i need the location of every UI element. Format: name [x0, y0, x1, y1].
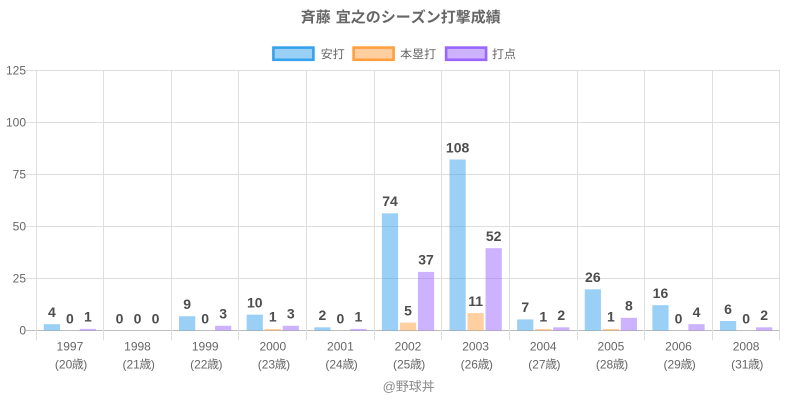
svg-text:7: 7 — [521, 299, 529, 315]
svg-text:2006: 2006 — [665, 340, 692, 354]
svg-text:): ) — [624, 357, 628, 371]
svg-text:4: 4 — [48, 304, 56, 320]
svg-text:3: 3 — [219, 306, 227, 322]
svg-text:@: @ — [383, 379, 396, 394]
svg-text:108: 108 — [446, 139, 470, 155]
svg-text:74: 74 — [382, 193, 398, 209]
svg-text:): ) — [83, 357, 87, 371]
svg-text:25: 25 — [13, 271, 27, 285]
svg-text:2: 2 — [557, 307, 565, 323]
svg-text:9: 9 — [183, 296, 191, 312]
svg-text:37: 37 — [418, 252, 434, 268]
svg-text:2: 2 — [318, 307, 326, 323]
svg-text:1998: 1998 — [124, 340, 151, 354]
svg-text:0: 0 — [675, 310, 683, 326]
svg-text:52: 52 — [486, 228, 502, 244]
svg-text:): ) — [354, 357, 358, 371]
svg-text:1: 1 — [269, 309, 277, 325]
svg-text:(21: (21 — [123, 357, 141, 371]
svg-text:(29: (29 — [663, 357, 681, 371]
svg-text:75: 75 — [13, 167, 27, 181]
svg-text:(20: (20 — [55, 357, 73, 371]
svg-text:(28: (28 — [596, 357, 614, 371]
svg-text:10: 10 — [247, 295, 263, 311]
svg-text:2008: 2008 — [733, 340, 760, 354]
svg-text:125: 125 — [6, 63, 26, 77]
svg-text:0: 0 — [19, 323, 26, 337]
svg-text:): ) — [421, 357, 425, 371]
svg-text:1: 1 — [539, 309, 547, 325]
svg-text:(22: (22 — [190, 357, 208, 371]
svg-text:2003: 2003 — [462, 340, 489, 354]
svg-text:(26: (26 — [461, 357, 479, 371]
svg-text:): ) — [489, 357, 493, 371]
svg-text:(24: (24 — [325, 357, 343, 371]
svg-text:8: 8 — [625, 298, 633, 314]
svg-text:2000: 2000 — [259, 340, 286, 354]
svg-text:5: 5 — [404, 302, 412, 318]
svg-text:1999: 1999 — [192, 340, 219, 354]
svg-text:): ) — [759, 357, 763, 371]
svg-text:4: 4 — [693, 304, 701, 320]
svg-text:3: 3 — [287, 306, 295, 322]
svg-text:16: 16 — [653, 285, 669, 301]
svg-text:(31: (31 — [731, 357, 749, 371]
svg-text:): ) — [151, 357, 155, 371]
svg-text:(27: (27 — [528, 357, 546, 371]
svg-text:0: 0 — [116, 310, 124, 326]
svg-text:100: 100 — [6, 115, 26, 129]
svg-text:2002: 2002 — [395, 340, 422, 354]
svg-text:): ) — [557, 357, 561, 371]
svg-text:1997: 1997 — [57, 340, 84, 354]
svg-text:2005: 2005 — [598, 340, 625, 354]
svg-text:1: 1 — [607, 309, 615, 325]
svg-text:0: 0 — [201, 310, 209, 326]
svg-text:(25: (25 — [393, 357, 411, 371]
svg-text:2001: 2001 — [327, 340, 354, 354]
svg-text:50: 50 — [13, 219, 27, 233]
svg-text:0: 0 — [336, 310, 344, 326]
svg-text:6: 6 — [724, 301, 732, 317]
svg-text:): ) — [286, 357, 290, 371]
svg-text:2: 2 — [760, 307, 768, 323]
svg-text:0: 0 — [742, 310, 750, 326]
svg-text:(23: (23 — [258, 357, 276, 371]
svg-text:0: 0 — [134, 310, 142, 326]
svg-text:11: 11 — [468, 293, 483, 309]
svg-text:26: 26 — [585, 269, 601, 285]
svg-text:0: 0 — [66, 310, 74, 326]
svg-text:): ) — [692, 357, 696, 371]
svg-text:2004: 2004 — [530, 340, 557, 354]
svg-text:): ) — [218, 357, 222, 371]
svg-text:1: 1 — [355, 309, 363, 325]
svg-text:1: 1 — [84, 309, 92, 325]
svg-text:0: 0 — [152, 310, 160, 326]
